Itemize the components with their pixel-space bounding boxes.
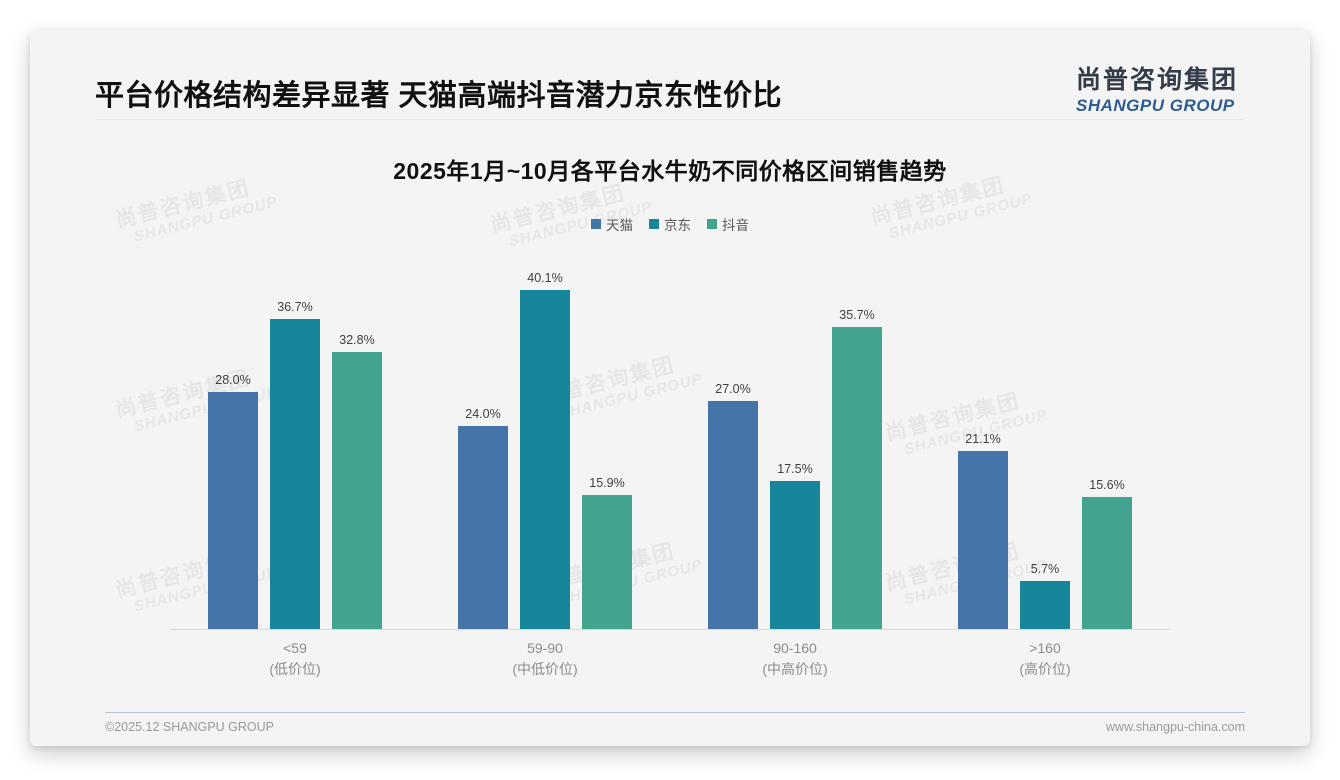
bar-wrap: 27.0%	[708, 382, 758, 629]
bar-抖音	[832, 327, 882, 629]
x-axis: <59 (低价位) 59-90 (中低价位) 90-160 (中高价位) >160 (高价位)	[170, 638, 1170, 680]
bar-wrap: 15.9%	[582, 476, 632, 629]
bar-value-label: 5.7%	[1030, 561, 1060, 576]
footer-copyright: ©2025.12 SHANGPU GROUP	[105, 720, 274, 734]
bar-wrap: 17.5%	[770, 462, 820, 629]
bar-抖音	[582, 494, 632, 629]
legend-label: 京东	[664, 218, 691, 233]
bar-wrap: 21.1%	[958, 432, 1008, 629]
bar-value-label: 15.9%	[589, 475, 625, 490]
bar-value-label: 27.0%	[715, 381, 751, 396]
bar-wrap: 5.7%	[1020, 562, 1070, 629]
bar-抖音	[1082, 497, 1132, 629]
page-title: 平台价格结构差异显著 天猫高端抖音潜力京东性价比	[95, 80, 783, 112]
x-tick-label: 59-90 (中低价位)	[420, 638, 670, 680]
footer-divider	[105, 712, 1245, 713]
x-tick-range: 90-160	[773, 640, 817, 656]
plot-area: 28.0% 36.7% 32.8% 24.0% 40.1% 15.9% 27.0% 17.5%…	[170, 270, 1170, 630]
chart-legend: 天猫 京东 抖音	[30, 214, 1310, 234]
bar-value-label: 36.7%	[277, 299, 313, 314]
legend-swatch-icon	[591, 219, 601, 229]
legend-label: 天猫	[606, 218, 633, 233]
bar-抖音	[332, 351, 382, 629]
logo-english-text: SHANGPU GROUP	[1075, 96, 1235, 115]
slide-card: 尚普咨询集团 SHANGPU GROUP 尚普咨询集团 SHANGPU GROUP …	[30, 30, 1310, 746]
title-divider	[95, 119, 1245, 120]
chart-title: 2025年1月~10月各平台水牛奶不同价格区间销售趋势	[393, 158, 947, 184]
bar-group: 28.0% 36.7% 32.8%	[170, 270, 420, 629]
legend-swatch-icon	[649, 219, 659, 229]
bar-wrap: 32.8%	[332, 333, 382, 629]
footer-url: www.shangpu-china.com	[1106, 720, 1245, 734]
bar-value-label: 24.0%	[465, 407, 501, 422]
bar-wrap: 28.0%	[208, 373, 258, 629]
bar-value-label: 40.1%	[527, 271, 563, 286]
shangpu-logo: 尚普咨询集团 SHANGPU GROUP	[1076, 60, 1238, 116]
bar-天猫	[958, 450, 1008, 629]
x-tick-label: <59 (低价位)	[170, 638, 420, 680]
x-tick-label: 90-160 (中高价位)	[670, 638, 920, 680]
x-tick-sublabel: (低价位)	[269, 661, 321, 677]
bar-京东	[1020, 580, 1070, 629]
bar-wrap: 15.6%	[1082, 478, 1132, 629]
legend-item: 天猫	[591, 214, 633, 234]
x-tick-sublabel: (中高价位)	[762, 661, 828, 677]
bar-天猫	[208, 392, 258, 629]
bar-value-label: 17.5%	[777, 462, 813, 477]
x-tick-range: >160	[1029, 640, 1061, 656]
bar-value-label: 21.1%	[965, 431, 1001, 446]
legend-label: 抖音	[722, 218, 749, 233]
bar-group: 21.1% 5.7% 15.6%	[920, 270, 1170, 629]
legend-swatch-icon	[707, 219, 717, 229]
bar-wrap: 36.7%	[270, 300, 320, 629]
logo-chinese-text: 尚普咨询集团	[1075, 66, 1238, 94]
x-tick-sublabel: (中低价位)	[512, 661, 578, 677]
legend-item: 抖音	[707, 214, 749, 234]
x-tick-range: 59-90	[527, 640, 563, 656]
bar-wrap: 24.0%	[458, 407, 508, 629]
x-tick-label: >160 (高价位)	[920, 638, 1170, 680]
legend-item: 京东	[649, 214, 691, 234]
x-tick-sublabel: (高价位)	[1019, 661, 1071, 677]
footer: ©2025.12 SHANGPU GROUP www.shangpu-china…	[105, 720, 1245, 734]
bar-京东	[520, 290, 570, 629]
bar-wrap: 35.7%	[832, 308, 882, 629]
bar-value-label: 35.7%	[839, 308, 875, 323]
bar-group: 27.0% 17.5% 35.7%	[670, 270, 920, 629]
bar-天猫	[708, 400, 758, 629]
bar-京东	[270, 318, 320, 629]
bar-京东	[770, 481, 820, 629]
bar-group: 24.0% 40.1% 15.9%	[420, 270, 670, 629]
bar-wrap: 40.1%	[520, 271, 570, 629]
bar-value-label: 15.6%	[1089, 478, 1125, 493]
x-tick-range: <59	[283, 640, 307, 656]
bar-天猫	[458, 426, 508, 629]
bar-value-label: 28.0%	[215, 373, 251, 388]
bar-value-label: 32.8%	[339, 332, 375, 347]
